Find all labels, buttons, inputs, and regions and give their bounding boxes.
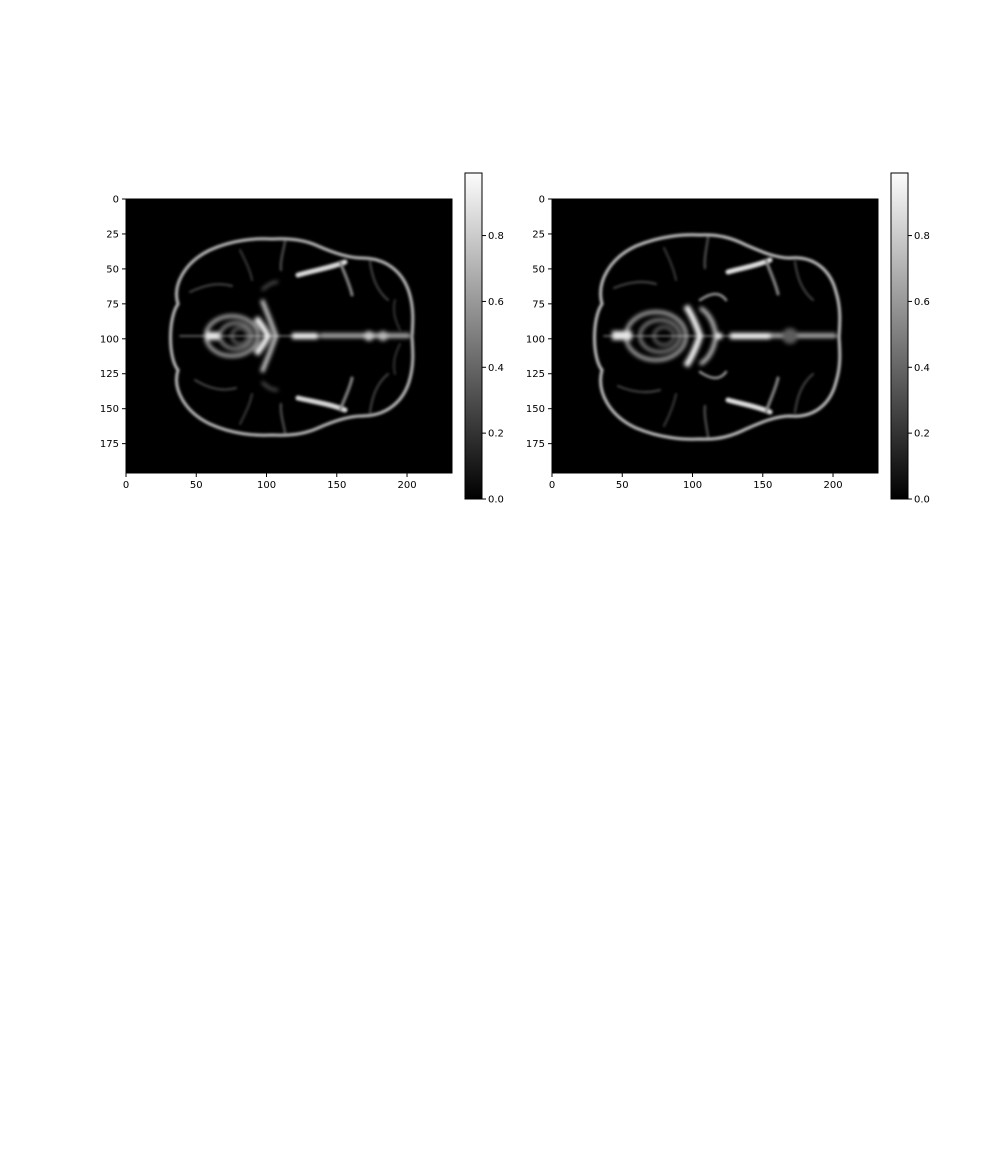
x-axis-1: 0 50 100 150 200 [123, 473, 417, 491]
colorbar-tick-label: 0.6 [488, 297, 504, 308]
x-tick-label: 150 [327, 480, 346, 491]
y-tick-label: 25 [106, 229, 119, 240]
y-tick-label: 100 [100, 334, 119, 345]
y-tick-label: 0 [113, 195, 119, 206]
colorbar-tick-label: 0.0 [914, 495, 930, 506]
y-tick-label: 175 [526, 439, 545, 450]
y-tick-label: 150 [100, 404, 119, 415]
colorbar-tick-label: 0.0 [488, 495, 504, 506]
x-tick-label: 100 [257, 480, 276, 491]
x-tick-label: 200 [823, 480, 842, 491]
colorbar-tick-label: 0.6 [914, 297, 930, 308]
x-tick-label: 0 [123, 480, 129, 491]
y-axis-1: 0 25 50 75 100 125 150 175 [100, 195, 126, 450]
y-tick-label: 175 [100, 439, 119, 450]
colorbar-tick-label: 0.4 [914, 363, 930, 374]
y-tick-label: 125 [100, 369, 119, 380]
y-tick-label: 0 [539, 195, 545, 206]
colorbar-2: 0.0 0.2 0.4 0.6 0.8 [890, 172, 930, 506]
brain-slice-image-1 [125, 198, 453, 474]
image-panel-1: 0 50 100 150 200 0 25 50 75 100 125 150 175 [100, 195, 453, 491]
y-tick-label: 125 [526, 369, 545, 380]
brain-slice-image-2 [551, 198, 879, 474]
y-tick-label: 50 [106, 264, 119, 275]
colorbar-tick-label: 0.4 [488, 363, 504, 374]
y-tick-label: 75 [532, 299, 545, 310]
colorbar-tick-label: 0.8 [914, 231, 930, 242]
colorbar-1: 0.0 0.2 0.4 0.6 0.8 [464, 172, 504, 506]
colorbar-tick-label: 0.2 [488, 429, 504, 440]
x-axis-2: 0 50 100 150 200 [549, 473, 843, 491]
y-tick-label: 25 [532, 229, 545, 240]
image-panel-2: 0 50 100 150 200 0 25 50 75 100 125 150 175 [526, 195, 879, 491]
x-tick-label: 150 [753, 480, 772, 491]
x-tick-label: 50 [190, 480, 203, 491]
y-tick-label: 150 [526, 404, 545, 415]
y-tick-label: 75 [106, 299, 119, 310]
colorbar-tick-label: 0.8 [488, 231, 504, 242]
x-tick-label: 200 [397, 480, 416, 491]
y-tick-label: 100 [526, 334, 545, 345]
x-tick-label: 0 [549, 480, 555, 491]
y-tick-label: 50 [532, 264, 545, 275]
x-tick-label: 100 [683, 480, 702, 491]
x-tick-label: 50 [616, 480, 629, 491]
colorbar-tick-label: 0.2 [914, 429, 930, 440]
y-axis-2: 0 25 50 75 100 125 150 175 [526, 195, 552, 450]
